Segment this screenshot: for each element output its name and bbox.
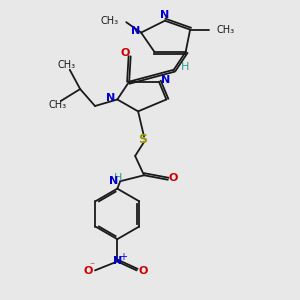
Text: S: S (138, 133, 147, 146)
Text: CH₃: CH₃ (217, 25, 235, 34)
Text: O: O (84, 266, 93, 276)
Text: H: H (114, 172, 122, 183)
Text: N: N (161, 75, 170, 85)
Text: CH₃: CH₃ (48, 100, 66, 110)
Text: N: N (106, 93, 116, 103)
Text: N: N (109, 176, 119, 186)
Text: CH₃: CH₃ (57, 60, 75, 70)
Text: ⁻: ⁻ (89, 261, 94, 271)
Text: CH₃: CH₃ (101, 16, 119, 26)
Text: H: H (181, 62, 189, 72)
Text: N: N (160, 11, 170, 20)
Text: O: O (169, 173, 178, 183)
Text: +: + (119, 252, 127, 262)
Text: N: N (113, 256, 122, 266)
Text: N: N (130, 26, 140, 36)
Text: O: O (120, 48, 129, 58)
Text: O: O (139, 266, 148, 276)
